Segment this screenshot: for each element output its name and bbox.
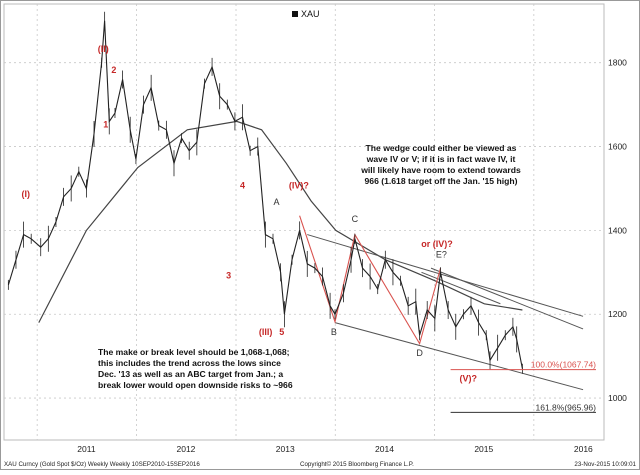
annotation-line-4: break lower would open downside risks to… [98, 380, 293, 390]
wave-label: or (IV)? [421, 239, 453, 249]
footer-left: XAU Curncy (Gold Spot $/Oz) Weekly Weekl… [4, 461, 200, 468]
wave-label: 3 [226, 271, 231, 281]
footer-right: 23-Nov-2015 10:09:01 [574, 461, 636, 468]
wave-label: D [416, 348, 423, 358]
y-tick-label: 1200 [608, 309, 627, 319]
wave-label: A [274, 197, 280, 207]
wave-label: 2 [111, 65, 116, 75]
wave-label: 1 [103, 120, 108, 130]
moving-average-line [38, 120, 523, 323]
trendline [430, 267, 584, 330]
annotation-line-2: wave IV or V; if it is in fact wave IV, … [366, 154, 516, 164]
wave-label: C [352, 214, 359, 224]
wave-label: 4 [240, 180, 245, 190]
wave-label: 5 [279, 327, 284, 337]
x-tick-label: 2011 [77, 444, 96, 454]
wave-label: (III) [259, 327, 273, 337]
wave-label: (I) [22, 189, 31, 199]
fib-level-label: 161.8%(965.96) [536, 402, 597, 412]
annotation-line-3: will likely have room to extend towards [360, 165, 521, 175]
x-tick-label: 2014 [375, 444, 394, 454]
wave-label: B [331, 327, 337, 337]
legend-swatch [292, 11, 298, 17]
footer-center: Copyright© 2015 Bloomberg Finance L.P. [300, 461, 414, 468]
annotation-line-3: Dec. '13 as well as an ABC target from J… [98, 369, 283, 379]
x-tick-label: 2016 [574, 444, 593, 454]
annotation-top-right: The wedge could either be viewed as wave… [360, 143, 521, 186]
x-tick-label: 2013 [276, 444, 295, 454]
fib-level-label: 100.0%(1067.74) [531, 360, 596, 370]
x-tick-label: 2012 [176, 444, 195, 454]
y-tick-label: 1000 [608, 393, 627, 403]
x-tick-label: 2015 [474, 444, 493, 454]
wave-label: (V)? [460, 373, 478, 383]
annotation-bottom-left: The make or break level should be 1,068-… [98, 347, 293, 390]
trendline [334, 322, 584, 391]
y-tick-label: 1800 [608, 58, 627, 68]
annotation-line-2: this includes the trend across the lows … [98, 358, 281, 368]
footer: XAU Curncy (Gold Spot $/Oz) Weekly Weekl… [4, 461, 637, 468]
y-tick-label: 1600 [608, 142, 627, 152]
wave-label: (IV)? [289, 180, 309, 190]
annotation-line-1: The wedge could either be viewed as [366, 143, 517, 153]
legend: XAU [292, 9, 320, 19]
plot-area [3, 3, 605, 441]
legend-entry-xau: XAU [301, 9, 320, 19]
wave-label: (II) [98, 44, 109, 54]
wave-label: E? [436, 250, 447, 260]
y-tick-label: 1400 [608, 225, 627, 235]
annotation-line-1: The make or break level should be 1,068-… [98, 347, 290, 357]
trendline [421, 271, 501, 305]
annotation-line-4: 966 (1.618 target off the Jan. '15 high) [365, 176, 518, 186]
